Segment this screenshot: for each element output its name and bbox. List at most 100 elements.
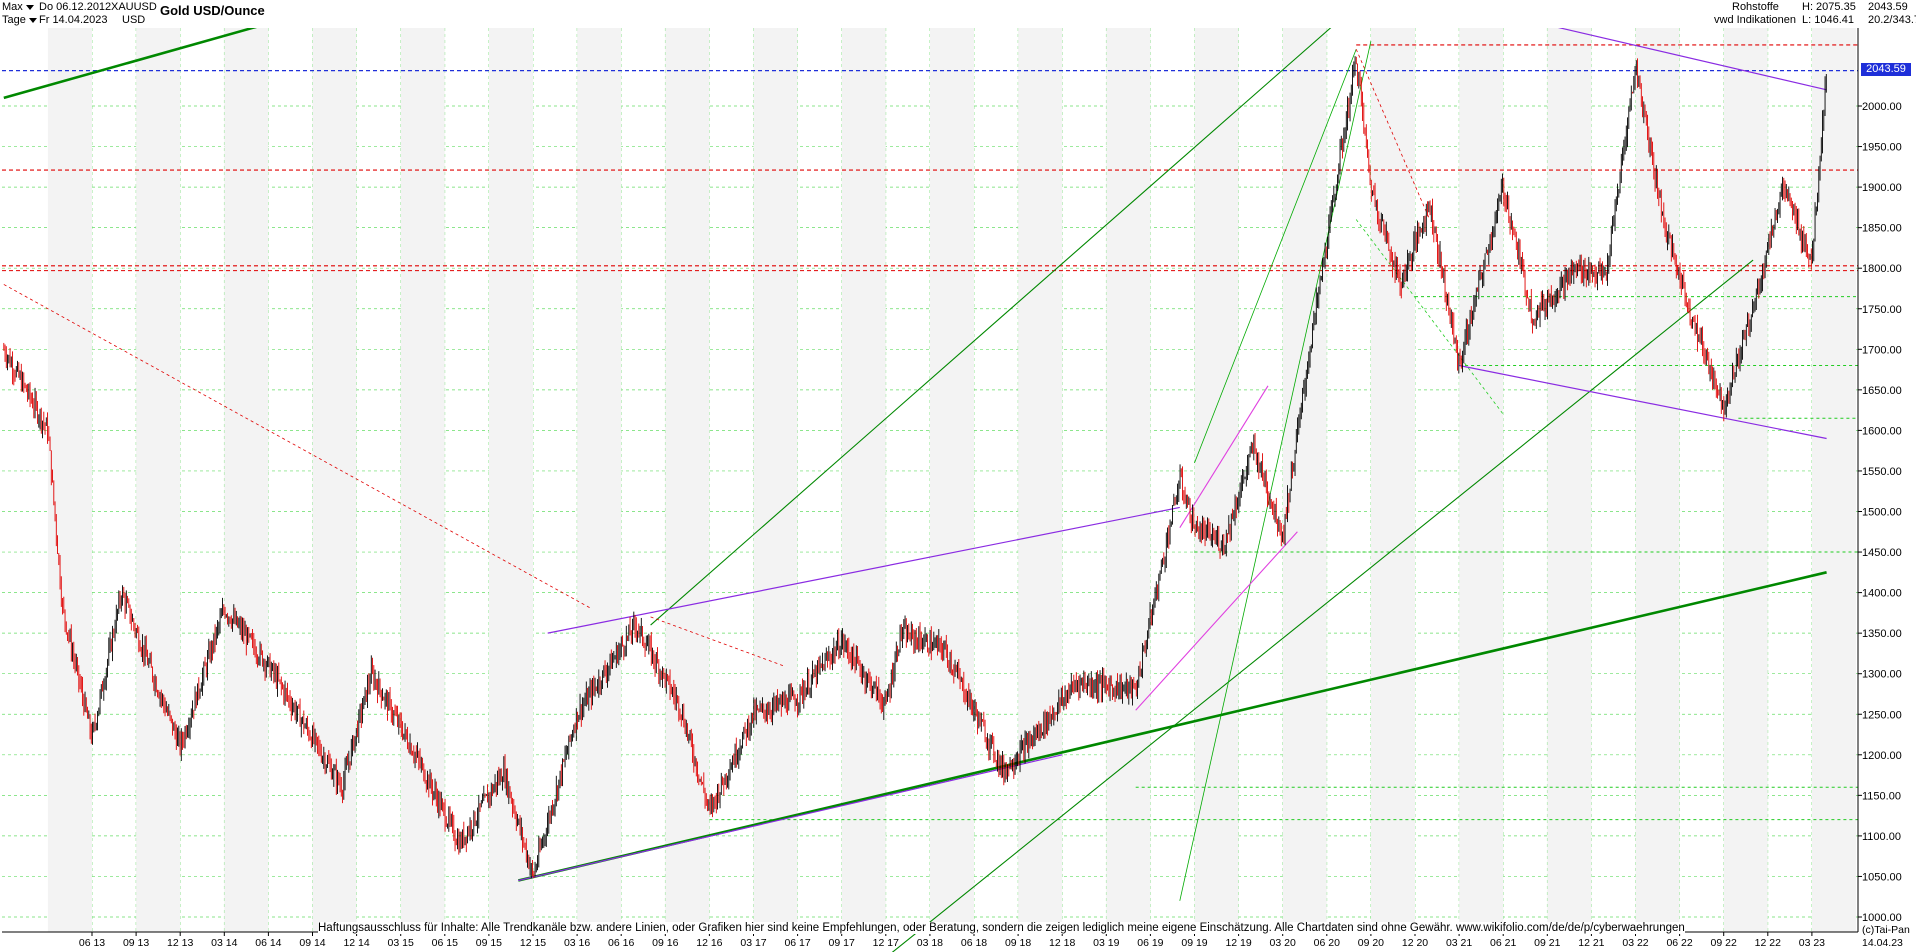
- x-tick-label: 12 21: [1578, 937, 1604, 949]
- x-tick-label: 06 18: [961, 937, 987, 949]
- x-tick-label: 03 15: [388, 937, 414, 949]
- purple-channel-line: [547, 506, 1180, 634]
- x-tick-label: 12 18: [1049, 937, 1075, 949]
- start-date: Do 06.12.2012: [39, 1, 112, 13]
- x-tick-label: 06 15: [432, 937, 458, 949]
- x-tick-label: 12 17: [873, 937, 899, 949]
- background-stripe: [1635, 28, 1680, 932]
- x-tick-label: 06 16: [608, 937, 634, 949]
- y-tick-label: 1050.00: [1862, 871, 1902, 883]
- source-label: vwd Indikationen: [1714, 14, 1796, 26]
- x-tick-label: 06 17: [784, 937, 810, 949]
- period-selector[interactable]: Max: [2, 1, 34, 14]
- background-stripe: [1370, 28, 1415, 932]
- x-tick-label: 12 19: [1225, 937, 1251, 949]
- background-stripe: [929, 28, 974, 932]
- green-dashed-trendline: [1355, 219, 1504, 415]
- y-tick-label: 1700.00: [1862, 344, 1902, 356]
- channel-line: [650, 0, 1364, 626]
- x-tick-label: 12 13: [167, 937, 193, 949]
- high-label: H: 2075.35: [1802, 1, 1856, 13]
- purple-channel-line: [1547, 24, 1827, 91]
- background-stripe: [1723, 28, 1768, 932]
- upper-trendline: [3, 13, 299, 100]
- x-tick-label: 09 22: [1711, 937, 1737, 949]
- x-tick-label: 12 14: [343, 937, 369, 949]
- time-axis: 06 13 09 13 12 13 03 14 06 14 09 14 12 14 03 15…: [2, 931, 1858, 949]
- copyright-text: (c)Tai-Pan: [1862, 924, 1910, 936]
- magenta-channel-line: [1179, 385, 1269, 529]
- x-tick-label: 09 18: [1005, 937, 1031, 949]
- background-stripe: [753, 28, 798, 932]
- x-tick-label: 12 15: [520, 937, 546, 949]
- x-tick-label: 03 23: [1799, 937, 1825, 949]
- y-tick-label: 1750.00: [1862, 304, 1902, 316]
- x-tick-label: 06 19: [1137, 937, 1163, 949]
- x-tick-label: 12 22: [1755, 937, 1781, 949]
- y-tick-label: 1550.00: [1862, 466, 1902, 478]
- background-stripe: [1547, 28, 1592, 932]
- x-tick-label: 03 14: [211, 937, 237, 949]
- chevron-down-icon: [25, 4, 34, 10]
- x-tick-label: 09 21: [1534, 937, 1560, 949]
- last-value: 2043.59: [1868, 1, 1908, 13]
- background-stripe: [47, 28, 92, 932]
- interval-selector[interactable]: Tage: [2, 14, 37, 27]
- x-tick-label: 06 21: [1490, 937, 1516, 949]
- y-tick-label: 1300.00: [1862, 669, 1902, 681]
- x-tick-label: 09 15: [476, 937, 502, 949]
- x-tick-label: 03 22: [1622, 937, 1648, 949]
- x-tick-label: 12 20: [1402, 937, 1428, 949]
- trend-lines: [3, 0, 1827, 952]
- y-tick-label: 1650.00: [1862, 385, 1902, 397]
- x-tick-label: 06 14: [255, 937, 281, 949]
- purple-channel-line: [1458, 364, 1827, 440]
- purple-channel-line: [518, 754, 1063, 882]
- chevron-down-icon: [28, 17, 37, 23]
- channel-line: [891, 259, 1754, 952]
- background-stripe: [312, 28, 357, 932]
- background-stripe: [665, 28, 710, 932]
- x-tick-label: 03 16: [564, 937, 590, 949]
- y-tick-label: 1450.00: [1862, 547, 1902, 559]
- background-stripe: [400, 28, 445, 932]
- y-tick-label: 1400.00: [1862, 588, 1902, 600]
- x-tick-label: 06 20: [1314, 937, 1340, 949]
- page-title: Gold USD/Ounce: [160, 3, 265, 18]
- y-tick-label: 2000.00: [1862, 101, 1902, 113]
- background-stripe: [841, 28, 886, 932]
- background-stripe: [224, 28, 269, 932]
- magenta-channel-line: [1135, 531, 1298, 711]
- background-stripes: [47, 28, 1856, 932]
- y-tick-label: 1200.00: [1862, 750, 1902, 762]
- y-tick-label: 1150.00: [1862, 790, 1901, 802]
- x-tick-label: 09 14: [299, 937, 325, 949]
- background-stripe: [488, 28, 533, 932]
- background-stripe: [1018, 28, 1063, 932]
- y-tick-label: 1250.00: [1862, 709, 1902, 721]
- x-tick-label: 12 16: [696, 937, 722, 949]
- current-price-tag: 2043.59: [1861, 63, 1911, 76]
- background-stripe: [577, 28, 622, 932]
- disclaimer-text: Haftungsausschluss für Inhalte: Alle Tre…: [318, 922, 1685, 934]
- chart-end-date: 14.04.23: [1862, 937, 1903, 949]
- x-tick-label: 06 22: [1666, 937, 1692, 949]
- category-label: Rohstoffe: [1732, 1, 1779, 13]
- y-tick-label: 1500.00: [1862, 507, 1902, 519]
- low-label: L: 1046.41: [1802, 14, 1854, 26]
- background-stripe: [1106, 28, 1151, 932]
- x-tick-label: 03 17: [740, 937, 766, 949]
- y-tick-label: 1900.00: [1862, 182, 1902, 194]
- price-axis: 2000.00 1950.00 1900.00 1850.00 1800.00 1750.…: [1857, 28, 1902, 932]
- x-tick-label: 09 20: [1358, 937, 1384, 949]
- x-tick-label: 03 18: [917, 937, 943, 949]
- background-stripe: [1811, 28, 1856, 932]
- x-tick-label: 09 17: [829, 937, 855, 949]
- y-tick-label: 1850.00: [1862, 223, 1902, 235]
- x-tick-label: 09 13: [123, 937, 149, 949]
- horizontal-levels: [2, 44, 1858, 821]
- x-tick-label: 09 19: [1181, 937, 1207, 949]
- end-date: Fr 14.04.2023: [39, 14, 108, 26]
- steep-trendline: [1179, 41, 1372, 901]
